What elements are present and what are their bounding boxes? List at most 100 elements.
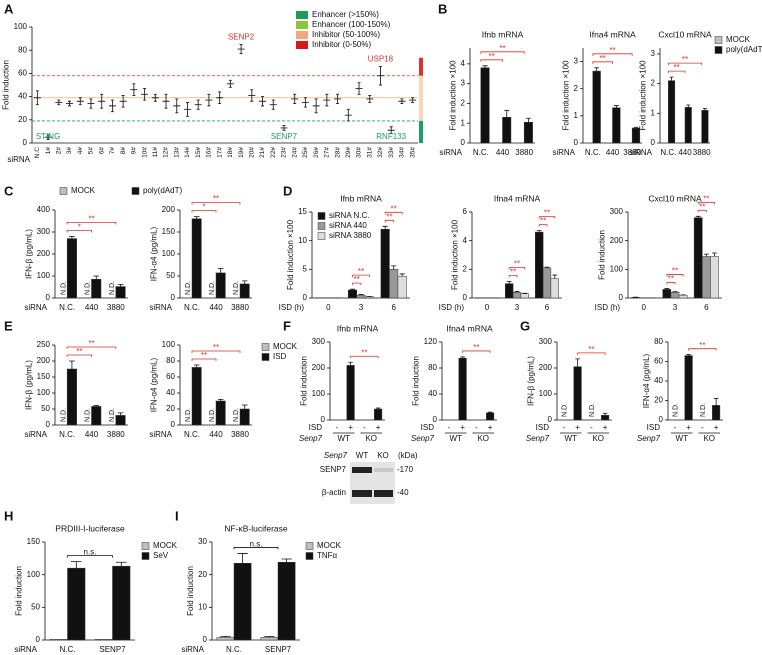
error-point: [344, 108, 352, 122]
xrow-label: Senp7: [637, 434, 661, 443]
bar: [94, 639, 113, 641]
x-tick-label: 3880: [231, 303, 249, 312]
significance-label: **: [361, 348, 367, 357]
y-tick-label: 20: [166, 404, 175, 413]
xrow-group: WT: [676, 434, 689, 443]
y-tick-label: 3: [461, 79, 466, 88]
error-point: [237, 43, 245, 55]
significance-label: **: [699, 341, 705, 350]
significance-bracket: [350, 355, 379, 359]
xrow-group: WT: [565, 434, 578, 443]
x-tick-label: 440: [85, 430, 99, 439]
bar: [592, 70, 601, 144]
error-point: [108, 99, 116, 113]
significance-bracket: [697, 201, 715, 205]
x-axis-label: siRNA: [14, 645, 37, 654]
x-tick-label: 3: [515, 303, 520, 312]
x-tick-label: 0: [641, 303, 646, 312]
legend-swatch: [261, 353, 270, 361]
x-axis-label: ISD (h): [595, 303, 621, 312]
x-tick-label: 3880: [623, 148, 641, 157]
error-bar: [71, 561, 82, 569]
error-bar: [514, 291, 520, 293]
error-bar: [69, 360, 75, 369]
error-point: [387, 126, 395, 135]
xrow-label: Senp7: [526, 434, 550, 443]
error-bar: [348, 361, 353, 366]
y-tick-label: 100: [37, 271, 51, 280]
error-bar: [241, 280, 248, 284]
x-axis-label: siRNA: [181, 645, 204, 654]
panel-letter: G: [520, 318, 530, 333]
value-label: N.D.: [185, 281, 192, 295]
bar: [512, 292, 522, 299]
error-bar: [237, 553, 248, 564]
significance-label: **: [668, 275, 674, 284]
x-tick-label: 25#: [302, 147, 309, 158]
y-tick-label: 0: [651, 138, 656, 147]
error-bar: [544, 266, 550, 268]
error-point: [66, 100, 74, 107]
xrow-group: WT: [338, 434, 351, 443]
error-bar: [602, 412, 608, 416]
error-point: [291, 93, 299, 105]
legend-swatch: [141, 542, 150, 550]
legend-label: TNFα: [317, 551, 338, 560]
x-axis-label: ISD (h): [439, 303, 465, 312]
significance-bracket: [577, 352, 606, 355]
annotation: USP18: [368, 55, 394, 64]
y-tick-label: 200: [37, 356, 51, 365]
significance-bracket: [384, 219, 395, 223]
legend-swatch: [714, 36, 723, 44]
y-tick-label: 2: [574, 84, 579, 93]
x-tick-label: 440: [209, 430, 223, 439]
error-point: [312, 98, 320, 114]
bar: [356, 294, 366, 299]
xrow-value: +: [460, 423, 465, 432]
xrow-group: WT: [450, 434, 463, 443]
significance-bracket: [592, 61, 613, 64]
bar: [215, 272, 226, 299]
error-bar: [220, 636, 231, 638]
x-tick-label: 3#: [66, 147, 73, 155]
annotation: SENP2: [228, 33, 255, 42]
bar: [233, 562, 252, 641]
bar: [684, 107, 692, 144]
y-tick-label: 10: [298, 236, 307, 245]
error-bar: [217, 268, 224, 273]
x-tick-label: 27#: [324, 147, 331, 158]
significance-bracket: [191, 350, 241, 353]
y-tick-label: 0: [46, 420, 51, 429]
side-bar: [419, 57, 423, 76]
significance-bracket: [191, 358, 217, 361]
y-axis-label: Fold induction: [412, 356, 421, 406]
x-tick-label: 35#: [409, 147, 416, 158]
y-tick-label: 200: [312, 363, 326, 372]
legend-swatch: [131, 187, 140, 195]
error-bar: [669, 76, 674, 81]
significance-label: **: [510, 268, 516, 277]
significance-label: **: [514, 260, 520, 269]
value-label: N.D.: [85, 408, 92, 422]
significance-bracket: [508, 275, 518, 278]
bar: [239, 408, 250, 426]
x-tick-label: N.C.: [59, 303, 75, 312]
value-label: N.D.: [209, 408, 216, 422]
significance-label: **: [703, 194, 709, 203]
legend-swatch: [296, 21, 308, 29]
xrow-value: -: [701, 423, 704, 432]
error-bar: [217, 399, 224, 401]
error-point: [55, 99, 63, 106]
legend-label: Inhibitor (50-100%): [312, 30, 380, 39]
x-tick-label: 5#: [88, 147, 95, 155]
error-point: [301, 97, 309, 108]
y-tick-label: 0: [619, 293, 624, 302]
y-tick-label: 80: [654, 337, 663, 346]
blot-band-label: SENP7: [320, 465, 347, 474]
significance-bracket: [666, 274, 684, 277]
y-tick-label: 0: [659, 415, 664, 424]
y-tick-label: 80: [428, 363, 437, 372]
xrow-value: -: [475, 423, 478, 432]
y-tick-label: 4: [463, 236, 468, 245]
y-tick-label: 60: [18, 69, 27, 78]
